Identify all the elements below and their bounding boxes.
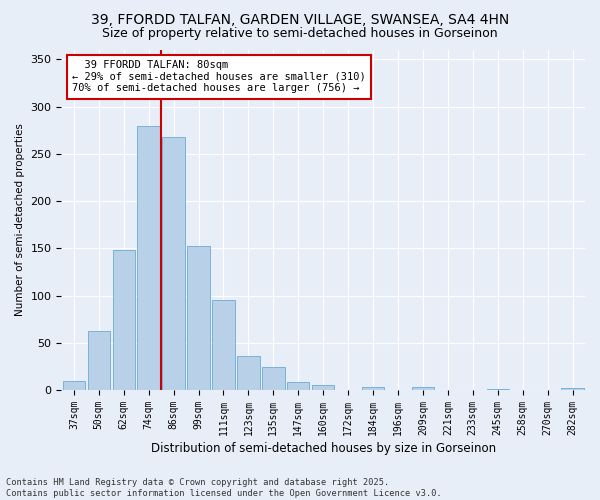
- Bar: [88, 330, 110, 390]
- Bar: [412, 387, 434, 390]
- Bar: [262, 368, 284, 390]
- Text: Size of property relative to semi-detached houses in Gorseinon: Size of property relative to semi-detach…: [102, 26, 498, 40]
- Text: 39 FFORDD TALFAN: 80sqm
← 29% of semi-detached houses are smaller (310)
70% of s: 39 FFORDD TALFAN: 80sqm ← 29% of semi-de…: [72, 60, 365, 94]
- X-axis label: Distribution of semi-detached houses by size in Gorseinon: Distribution of semi-detached houses by …: [151, 442, 496, 455]
- Bar: [212, 300, 235, 390]
- Bar: [362, 387, 384, 390]
- Bar: [113, 250, 135, 390]
- Text: Contains HM Land Registry data © Crown copyright and database right 2025.
Contai: Contains HM Land Registry data © Crown c…: [6, 478, 442, 498]
- Bar: [562, 388, 584, 390]
- Bar: [187, 246, 210, 390]
- Bar: [312, 386, 334, 390]
- Bar: [62, 380, 85, 390]
- Bar: [487, 389, 509, 390]
- Text: 39, FFORDD TALFAN, GARDEN VILLAGE, SWANSEA, SA4 4HN: 39, FFORDD TALFAN, GARDEN VILLAGE, SWANS…: [91, 12, 509, 26]
- Y-axis label: Number of semi-detached properties: Number of semi-detached properties: [15, 124, 25, 316]
- Bar: [163, 137, 185, 390]
- Bar: [137, 126, 160, 390]
- Bar: [237, 356, 260, 390]
- Bar: [287, 382, 310, 390]
